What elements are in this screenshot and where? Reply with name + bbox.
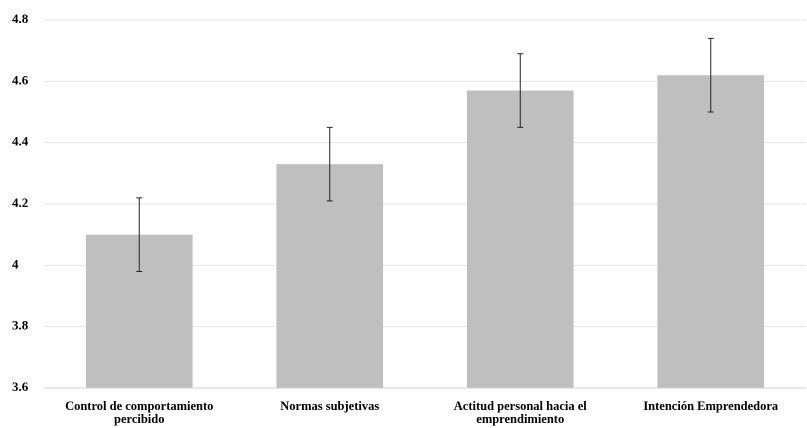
x-tick-label: Actitud personal hacia el emprendimiento [453,399,587,426]
error-bar [707,37,714,113]
bar [466,90,574,389]
x-tick-label: Control de comportamiento percibido [65,399,214,426]
x-tick-label: Normas subjetivas [280,399,380,413]
y-tick-label: 4.8 [12,11,29,26]
y-tick-label: 3.8 [12,318,29,333]
error-bar [517,53,524,128]
bar [657,75,765,388]
y-tick-label: 4 [12,256,19,271]
error-bar [326,126,333,202]
error-bar [136,197,143,272]
y-tick-label: 4.2 [12,195,28,210]
x-tick-label: Intención Emprendedora [643,399,779,413]
y-tick-label: 4.4 [12,134,29,149]
y-tick-label: 3.6 [12,379,29,394]
bar [276,164,384,388]
y-tick-label: 4.6 [12,72,29,87]
